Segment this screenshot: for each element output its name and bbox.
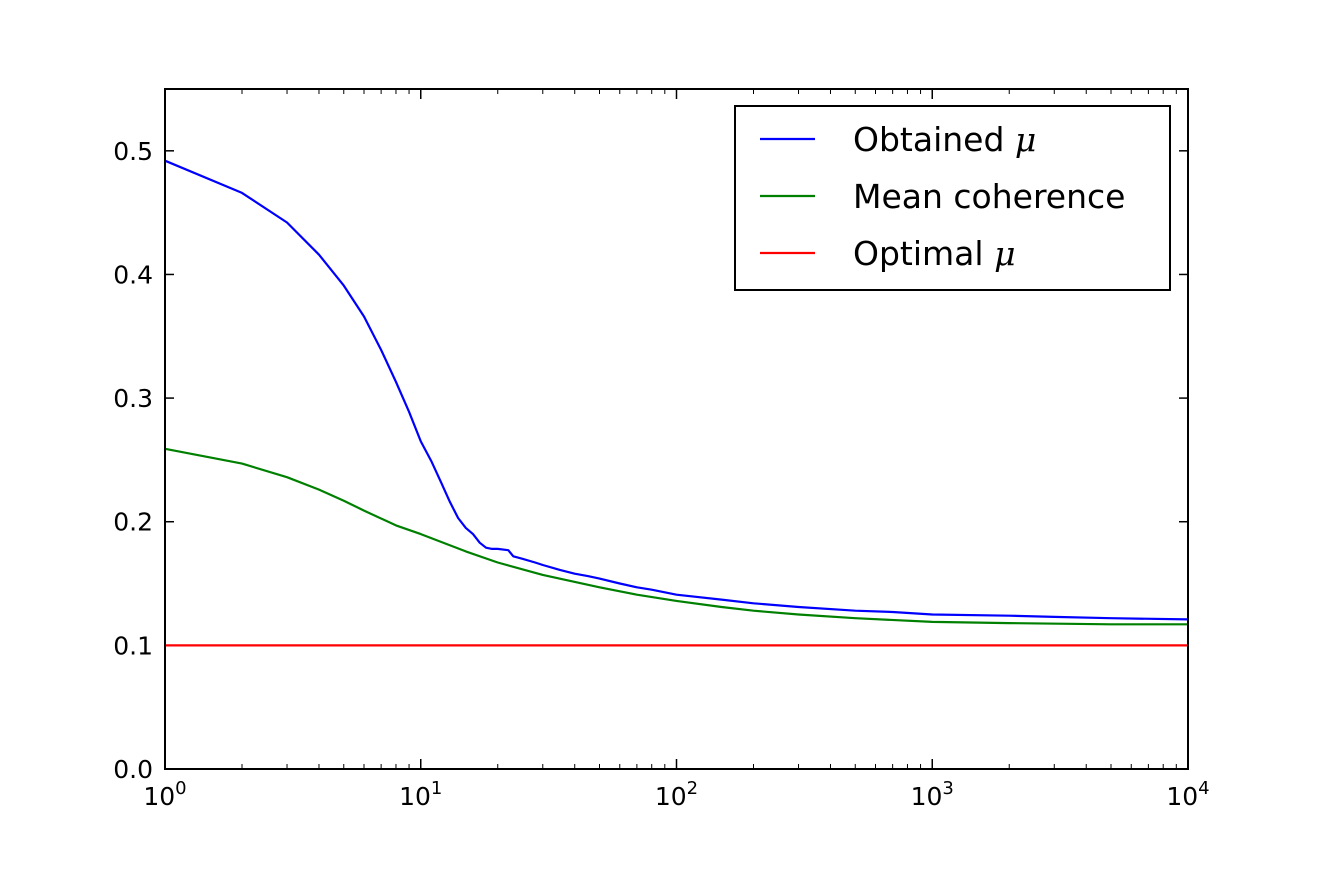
legend-entry-name: Obtained bbox=[853, 120, 1015, 159]
legend-mu-symbol: μ bbox=[994, 234, 1015, 273]
x-tick-label-base: 10 bbox=[911, 782, 943, 811]
x-tick-label-exponent: 4 bbox=[1198, 778, 1209, 799]
y-tick-label: 0.4 bbox=[113, 260, 153, 289]
x-tick-label-base: 10 bbox=[399, 782, 431, 811]
x-tick-label-exponent: 0 bbox=[175, 778, 186, 799]
y-tick-label: 0.1 bbox=[113, 631, 153, 660]
legend-entry-label: Obtained μ bbox=[853, 120, 1036, 159]
legend-frame bbox=[734, 105, 1171, 291]
x-tick-label: 102 bbox=[655, 778, 698, 811]
legend-entry-name: Mean coherence bbox=[853, 177, 1125, 216]
legend-entry-label: Optimal μ bbox=[853, 234, 1016, 273]
series-line-0 bbox=[164, 159, 1189, 621]
x-tick-label-exponent: 1 bbox=[431, 778, 442, 799]
x-tick-label: 101 bbox=[399, 778, 442, 811]
legend-entry-label: Mean coherence bbox=[853, 177, 1125, 216]
x-tick-label-exponent: 3 bbox=[942, 778, 953, 799]
x-tick-label-base: 10 bbox=[143, 782, 175, 811]
y-tick-label: 0.5 bbox=[113, 137, 153, 166]
y-tick-label: 0.3 bbox=[113, 384, 153, 413]
legend-entry-name: Optimal bbox=[853, 234, 994, 273]
x-tick-label: 104 bbox=[1166, 778, 1209, 811]
axes-frame bbox=[164, 88, 1189, 770]
x-tick-label-base: 10 bbox=[1166, 782, 1198, 811]
plot-series-lines bbox=[164, 159, 1189, 647]
y-tick-label: 0.0 bbox=[113, 755, 153, 784]
legend: Obtained μ Mean coherence Optimal μ bbox=[734, 105, 1171, 291]
x-tick-label-exponent: 2 bbox=[687, 778, 698, 799]
x-tick-label-base: 10 bbox=[655, 782, 687, 811]
legend-mu-symbol: μ bbox=[1015, 120, 1036, 159]
series-line-1 bbox=[164, 447, 1188, 626]
x-tick-label: 100 bbox=[143, 778, 186, 811]
y-tick-label: 0.2 bbox=[113, 508, 153, 537]
x-tick-label: 103 bbox=[911, 778, 954, 811]
